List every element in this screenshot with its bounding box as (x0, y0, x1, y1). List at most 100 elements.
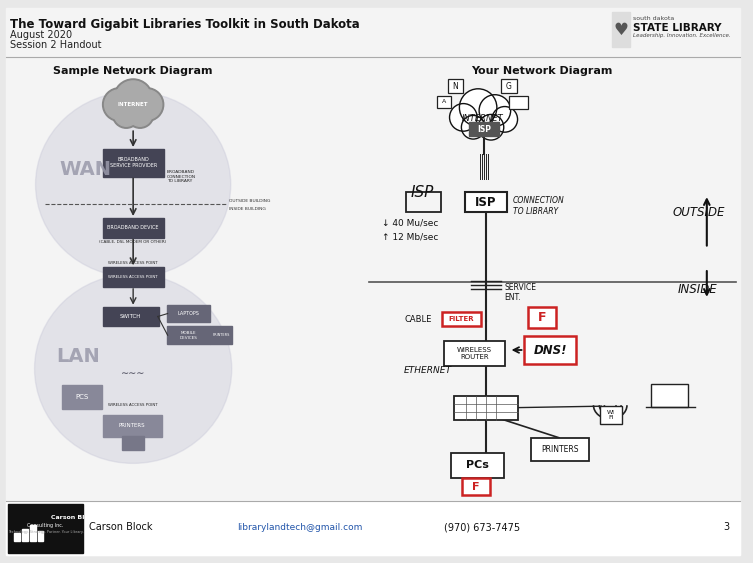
Text: PCS: PCS (75, 394, 89, 400)
Text: Technology. Strategy. Partner. Your Library.: Technology. Strategy. Partner. Your Libr… (8, 530, 84, 534)
Text: WAN: WAN (59, 160, 111, 179)
Text: 3: 3 (724, 522, 730, 533)
Bar (524, 336, 576, 364)
Circle shape (492, 106, 517, 132)
Text: WI
FI: WI FI (607, 410, 615, 421)
Bar (22, 529, 28, 541)
Text: INSIDE: INSIDE (677, 283, 717, 296)
FancyBboxPatch shape (102, 149, 163, 177)
Text: WIRELESS ACCESS POINT: WIRELESS ACCESS POINT (108, 275, 158, 279)
Text: ↑ 12 Mb/sec: ↑ 12 Mb/sec (382, 233, 438, 242)
Text: F: F (538, 311, 547, 324)
Text: ♥: ♥ (614, 21, 629, 39)
Text: LAPTOPS: LAPTOPS (178, 311, 200, 316)
Text: The Toward Gigabit Libraries Toolkit in South Dakota: The Toward Gigabit Libraries Toolkit in … (10, 18, 360, 31)
Circle shape (112, 101, 140, 128)
Bar (444, 341, 505, 366)
Text: BROADBAND DEVICE: BROADBAND DEVICE (108, 225, 159, 230)
FancyBboxPatch shape (166, 305, 210, 323)
FancyBboxPatch shape (166, 327, 210, 344)
Circle shape (462, 115, 485, 139)
Bar (612, 12, 630, 47)
Text: DNS!: DNS! (533, 343, 567, 356)
Text: STATE LIBRARY: STATE LIBRARY (633, 23, 721, 33)
Text: WIRELESS ACCESS POINT: WIRELESS ACCESS POINT (108, 403, 158, 407)
Text: PRINTERS: PRINTERS (212, 333, 230, 337)
Bar (501, 79, 517, 93)
Circle shape (114, 102, 138, 126)
Text: INSIDE BUILDING: INSIDE BUILDING (229, 207, 266, 211)
Ellipse shape (35, 92, 230, 277)
FancyBboxPatch shape (210, 327, 232, 344)
Bar (465, 193, 507, 212)
Text: OUTSIDE BUILDING: OUTSIDE BUILDING (229, 199, 270, 203)
Text: SWITCH: SWITCH (120, 314, 141, 319)
Text: PCs: PCs (465, 461, 489, 470)
Text: Consulting Inc.: Consulting Inc. (27, 524, 63, 529)
Text: (CABLE, DSL MODEM OR OTHER): (CABLE, DSL MODEM OR OTHER) (99, 240, 167, 244)
Circle shape (105, 90, 134, 119)
Bar (651, 383, 688, 407)
Circle shape (133, 90, 162, 119)
Text: G: G (506, 82, 511, 91)
Text: F: F (472, 481, 480, 491)
Bar (447, 79, 463, 93)
FancyBboxPatch shape (102, 415, 162, 437)
Bar (532, 437, 589, 462)
Text: librarylandtech@gmail.com: librarylandtech@gmail.com (236, 523, 362, 532)
Circle shape (102, 88, 136, 122)
Bar (509, 96, 529, 109)
Circle shape (459, 89, 497, 126)
Text: ISP: ISP (410, 185, 434, 200)
Circle shape (114, 79, 153, 118)
FancyBboxPatch shape (102, 307, 159, 327)
Text: CONNECTION
TO LIBRARY: CONNECTION TO LIBRARY (513, 196, 565, 216)
Bar (38, 531, 44, 541)
Text: FILTER: FILTER (449, 316, 474, 322)
Bar (6, 501, 740, 555)
Text: Sample Network Diagram: Sample Network Diagram (53, 66, 213, 76)
Bar (600, 406, 622, 424)
Bar (455, 396, 517, 420)
Text: MOBILE
DEVICES: MOBILE DEVICES (179, 331, 197, 339)
Text: A: A (441, 99, 446, 104)
Text: ETHERNET: ETHERNET (404, 366, 453, 375)
Circle shape (128, 102, 152, 126)
Bar (122, 436, 144, 450)
Text: BROADBAND
SERVICE PROVIDER: BROADBAND SERVICE PROVIDER (109, 157, 157, 168)
Ellipse shape (35, 274, 232, 463)
Text: Carson Block: Carson Block (51, 515, 97, 520)
Circle shape (479, 95, 511, 126)
Circle shape (127, 101, 154, 128)
Text: Leadership. Innovation. Excellence.: Leadership. Innovation. Excellence. (633, 33, 730, 38)
Text: N: N (453, 82, 459, 91)
Text: ↓ 40 Mu/sec: ↓ 40 Mu/sec (382, 219, 438, 228)
Bar (442, 311, 481, 327)
Text: OUTSIDE: OUTSIDE (672, 207, 724, 220)
Text: BROADBAND
CONNECTION
TO LIBRARY: BROADBAND CONNECTION TO LIBRARY (166, 169, 196, 184)
Circle shape (450, 104, 477, 131)
Bar (529, 307, 556, 328)
Text: ISP: ISP (475, 196, 497, 209)
Text: CABLE: CABLE (404, 315, 431, 324)
Text: PRINTERS: PRINTERS (119, 423, 145, 428)
Text: LAN: LAN (56, 347, 100, 367)
Bar (611, 10, 739, 51)
Text: SERVICE
ENT.: SERVICE ENT. (505, 283, 537, 302)
Bar (450, 453, 504, 478)
Text: Your Network Diagram: Your Network Diagram (471, 66, 613, 76)
Bar (462, 478, 490, 495)
Text: August 2020: August 2020 (10, 30, 72, 39)
Text: ∼∼∼: ∼∼∼ (121, 368, 145, 378)
Text: WIRELESS
ROUTER: WIRELESS ROUTER (456, 347, 492, 360)
Bar (437, 96, 450, 108)
Text: INTERNET: INTERNET (462, 114, 504, 123)
FancyBboxPatch shape (62, 386, 102, 409)
Text: south dakota: south dakota (633, 16, 674, 21)
Circle shape (130, 88, 163, 122)
Bar (29, 525, 35, 541)
Text: WIRELESS ACCESS POINT: WIRELESS ACCESS POINT (108, 261, 158, 265)
Text: ISP: ISP (477, 125, 491, 133)
Text: PRINTERS: PRINTERS (541, 445, 579, 454)
Text: INTERNET: INTERNET (118, 102, 148, 107)
